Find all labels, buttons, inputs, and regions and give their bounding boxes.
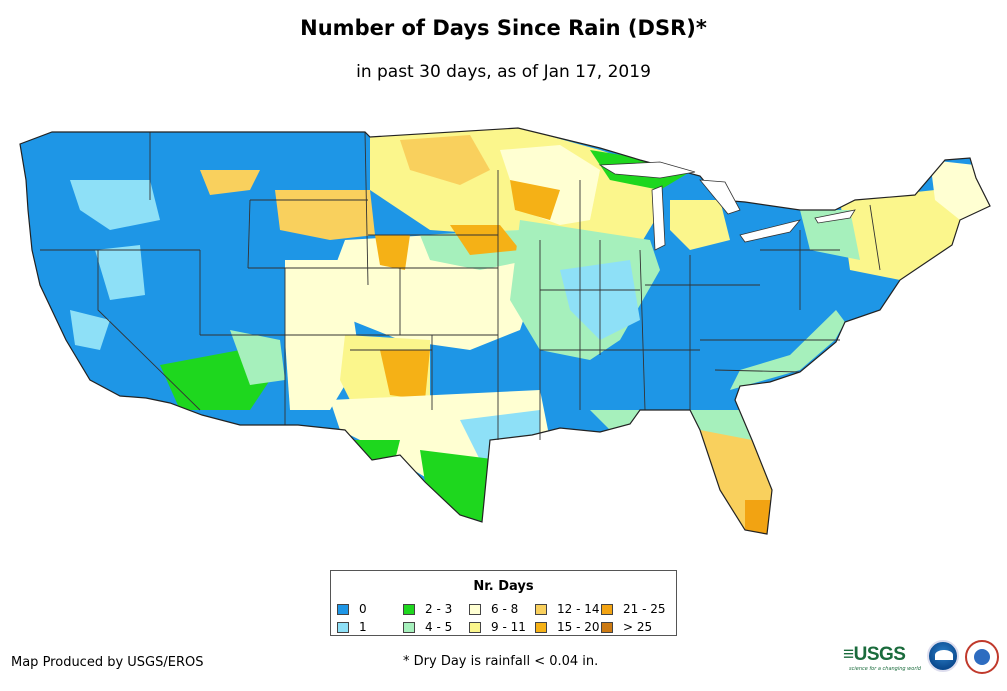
legend-swatch — [535, 621, 547, 633]
legend-item: 12 - 14 — [535, 602, 601, 616]
great-lakes — [598, 161, 856, 251]
legend-label: > 25 — [623, 620, 653, 634]
legend-item: 0 — [337, 602, 403, 616]
legend: Nr. Days 0 2 - 3 6 - 8 12 - 14 21 - 25 1… — [330, 570, 677, 636]
legend-label: 21 - 25 — [623, 602, 666, 616]
legend-label: 6 - 8 — [491, 602, 519, 616]
legend-grid: 0 2 - 3 6 - 8 12 - 14 21 - 25 1 4 - 5 9 … — [337, 602, 667, 634]
legend-swatch — [403, 621, 415, 633]
legend-swatch — [601, 603, 613, 615]
legend-swatch — [337, 603, 349, 615]
noaa-logo-icon — [927, 640, 959, 672]
legend-item: 6 - 8 — [469, 602, 535, 616]
legend-item: 4 - 5 — [403, 620, 469, 634]
dsr-raster — [20, 128, 990, 534]
legend-item: 15 - 20 — [535, 620, 601, 634]
footnote-text: * Dry Day is rainfall < 0.04 in. — [403, 654, 599, 669]
legend-swatch — [469, 603, 481, 615]
usgs-logo: ≡USGS — [843, 644, 906, 665]
legend-item: 1 — [337, 620, 403, 634]
legend-label: 15 - 20 — [557, 620, 600, 634]
us-dsr-map — [19, 127, 991, 535]
legend-item: > 25 — [601, 620, 667, 634]
legend-label: 4 - 5 — [425, 620, 453, 634]
map-subtitle: in past 30 days, as of Jan 17, 2019 — [356, 62, 651, 82]
legend-swatch — [469, 621, 481, 633]
legend-label: 2 - 3 — [425, 602, 453, 616]
legend-swatch — [403, 603, 415, 615]
legend-label: 9 - 11 — [491, 620, 526, 634]
nws-logo-icon — [965, 640, 999, 674]
map-title: Number of Days Since Rain (DSR)* — [300, 16, 707, 40]
legend-label: 12 - 14 — [557, 602, 600, 616]
legend-swatch — [337, 621, 349, 633]
legend-label: 1 — [359, 620, 367, 634]
legend-swatch — [535, 603, 547, 615]
credit-text: Map Produced by USGS/EROS — [11, 655, 204, 670]
legend-item: 9 - 11 — [469, 620, 535, 634]
state-boundaries — [40, 131, 881, 440]
legend-label: 0 — [359, 602, 367, 616]
usgs-tagline: science for a changing world — [849, 666, 921, 672]
agency-logos: ≡USGS science for a changing world — [843, 638, 1003, 678]
legend-title: Nr. Days — [473, 579, 534, 594]
legend-item: 21 - 25 — [601, 602, 667, 616]
legend-swatch — [601, 621, 613, 633]
usgs-logo-text: USGS — [853, 644, 906, 665]
legend-item: 2 - 3 — [403, 602, 469, 616]
